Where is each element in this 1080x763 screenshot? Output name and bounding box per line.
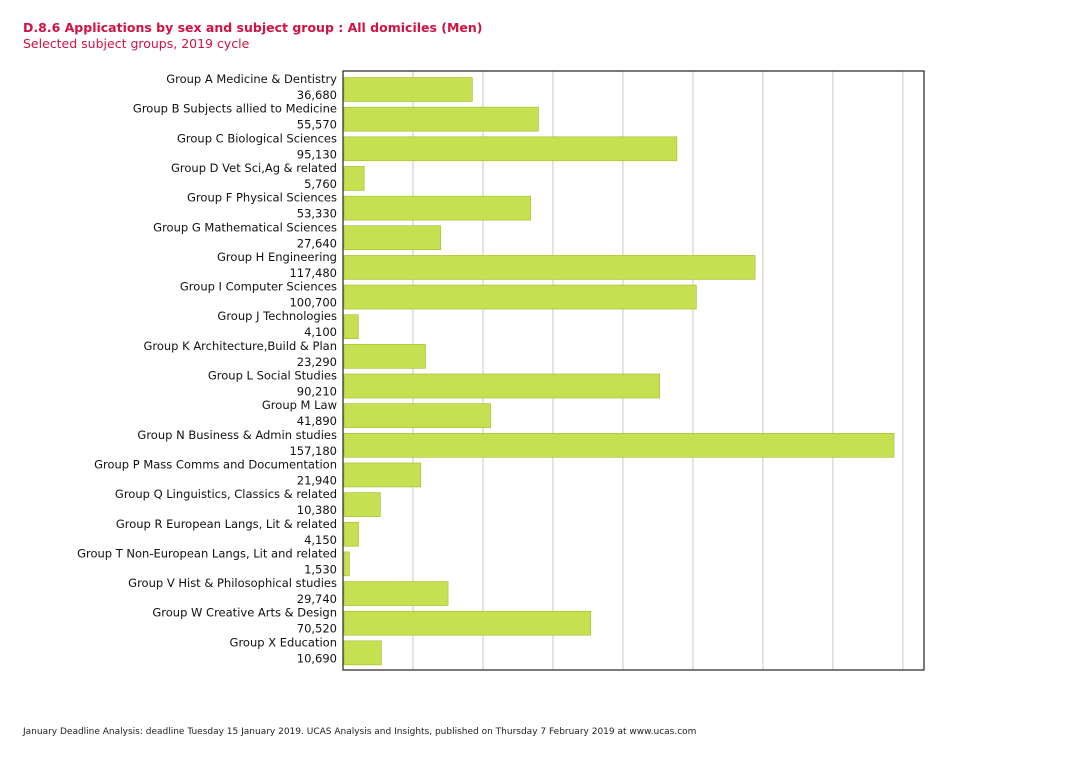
bar	[343, 551, 350, 577]
category-label: Group L Social Studies	[208, 369, 337, 383]
value-label: 53,330	[297, 207, 337, 221]
category-label: Group B Subjects allied to Medicine	[133, 102, 337, 116]
category-label: Group K Architecture,Build & Plan	[143, 339, 337, 353]
bar	[343, 521, 359, 547]
category-label: Group M Law	[262, 398, 337, 412]
bar	[343, 581, 449, 606]
value-label: 95,130	[297, 147, 337, 161]
category-label: Group C Biological Sciences	[177, 131, 337, 145]
category-label: Group N Business & Admin studies	[137, 428, 337, 442]
plot-frame	[342, 70, 925, 671]
bar	[343, 106, 539, 132]
value-label: 157,180	[289, 444, 337, 458]
category-label: Group J Technologies	[217, 309, 337, 323]
category-label: Group X Education	[230, 635, 337, 649]
bar	[343, 462, 422, 488]
value-label: 5,760	[304, 177, 337, 191]
bars	[343, 77, 895, 666]
bar	[343, 136, 678, 162]
bar	[343, 195, 531, 221]
grid-lines	[412, 71, 904, 670]
category-label: Group W Creative Arts & Design	[152, 606, 337, 620]
value-label: 117,480	[289, 266, 337, 280]
category-label: Group I Computer Sciences	[180, 280, 337, 294]
bar	[343, 255, 756, 280]
bar	[343, 344, 426, 369]
bar	[343, 432, 895, 458]
value-label: 41,890	[297, 414, 337, 428]
value-label: 21,940	[297, 473, 337, 487]
bar	[343, 225, 442, 251]
category-label: Group D Vet Sci,Ag & related	[171, 161, 337, 175]
category-labels: Group A Medicine & Dentistry36,680Group …	[77, 72, 337, 665]
value-label: 1,530	[304, 562, 337, 576]
value-label: 70,520	[297, 622, 337, 636]
value-label: 29,740	[297, 592, 337, 606]
value-label: 23,290	[297, 355, 337, 369]
bar	[343, 610, 592, 636]
category-label: Group H Engineering	[217, 250, 337, 264]
chart-subtitle: Selected subject groups, 2019 cycle	[23, 36, 250, 51]
value-label: 10,690	[297, 651, 337, 665]
bar	[343, 314, 359, 340]
category-label: Group Q Linguistics, Classics & related	[115, 487, 337, 501]
bar	[343, 166, 365, 191]
bar	[343, 284, 697, 310]
category-label: Group T Non-European Langs, Lit and rela…	[77, 546, 337, 560]
category-label: Group G Mathematical Sciences	[153, 220, 337, 234]
bar	[343, 492, 381, 517]
value-label: 100,700	[289, 296, 337, 310]
value-label: 4,150	[304, 533, 337, 547]
bar	[343, 640, 382, 666]
value-label: 55,570	[297, 118, 337, 132]
value-label: 10,380	[297, 503, 337, 517]
value-label: 4,100	[304, 325, 337, 339]
category-label: Group R European Langs, Lit & related	[116, 517, 337, 531]
bar	[343, 403, 491, 428]
value-label: 27,640	[297, 236, 337, 250]
category-label: Group V Hist & Philosophical studies	[128, 576, 337, 590]
footer-note: January Deadline Analysis: deadline Tues…	[23, 727, 697, 737]
bar	[343, 373, 660, 399]
category-label: Group P Mass Comms and Documentation	[94, 457, 337, 471]
category-label: Group F Physical Sciences	[187, 191, 337, 205]
bar	[343, 77, 473, 102]
category-label: Group A Medicine & Dentistry	[166, 72, 337, 86]
value-label: 90,210	[297, 385, 337, 399]
value-label: 36,680	[297, 88, 337, 102]
chart-title: D.8.6 Applications by sex and subject gr…	[23, 20, 483, 35]
